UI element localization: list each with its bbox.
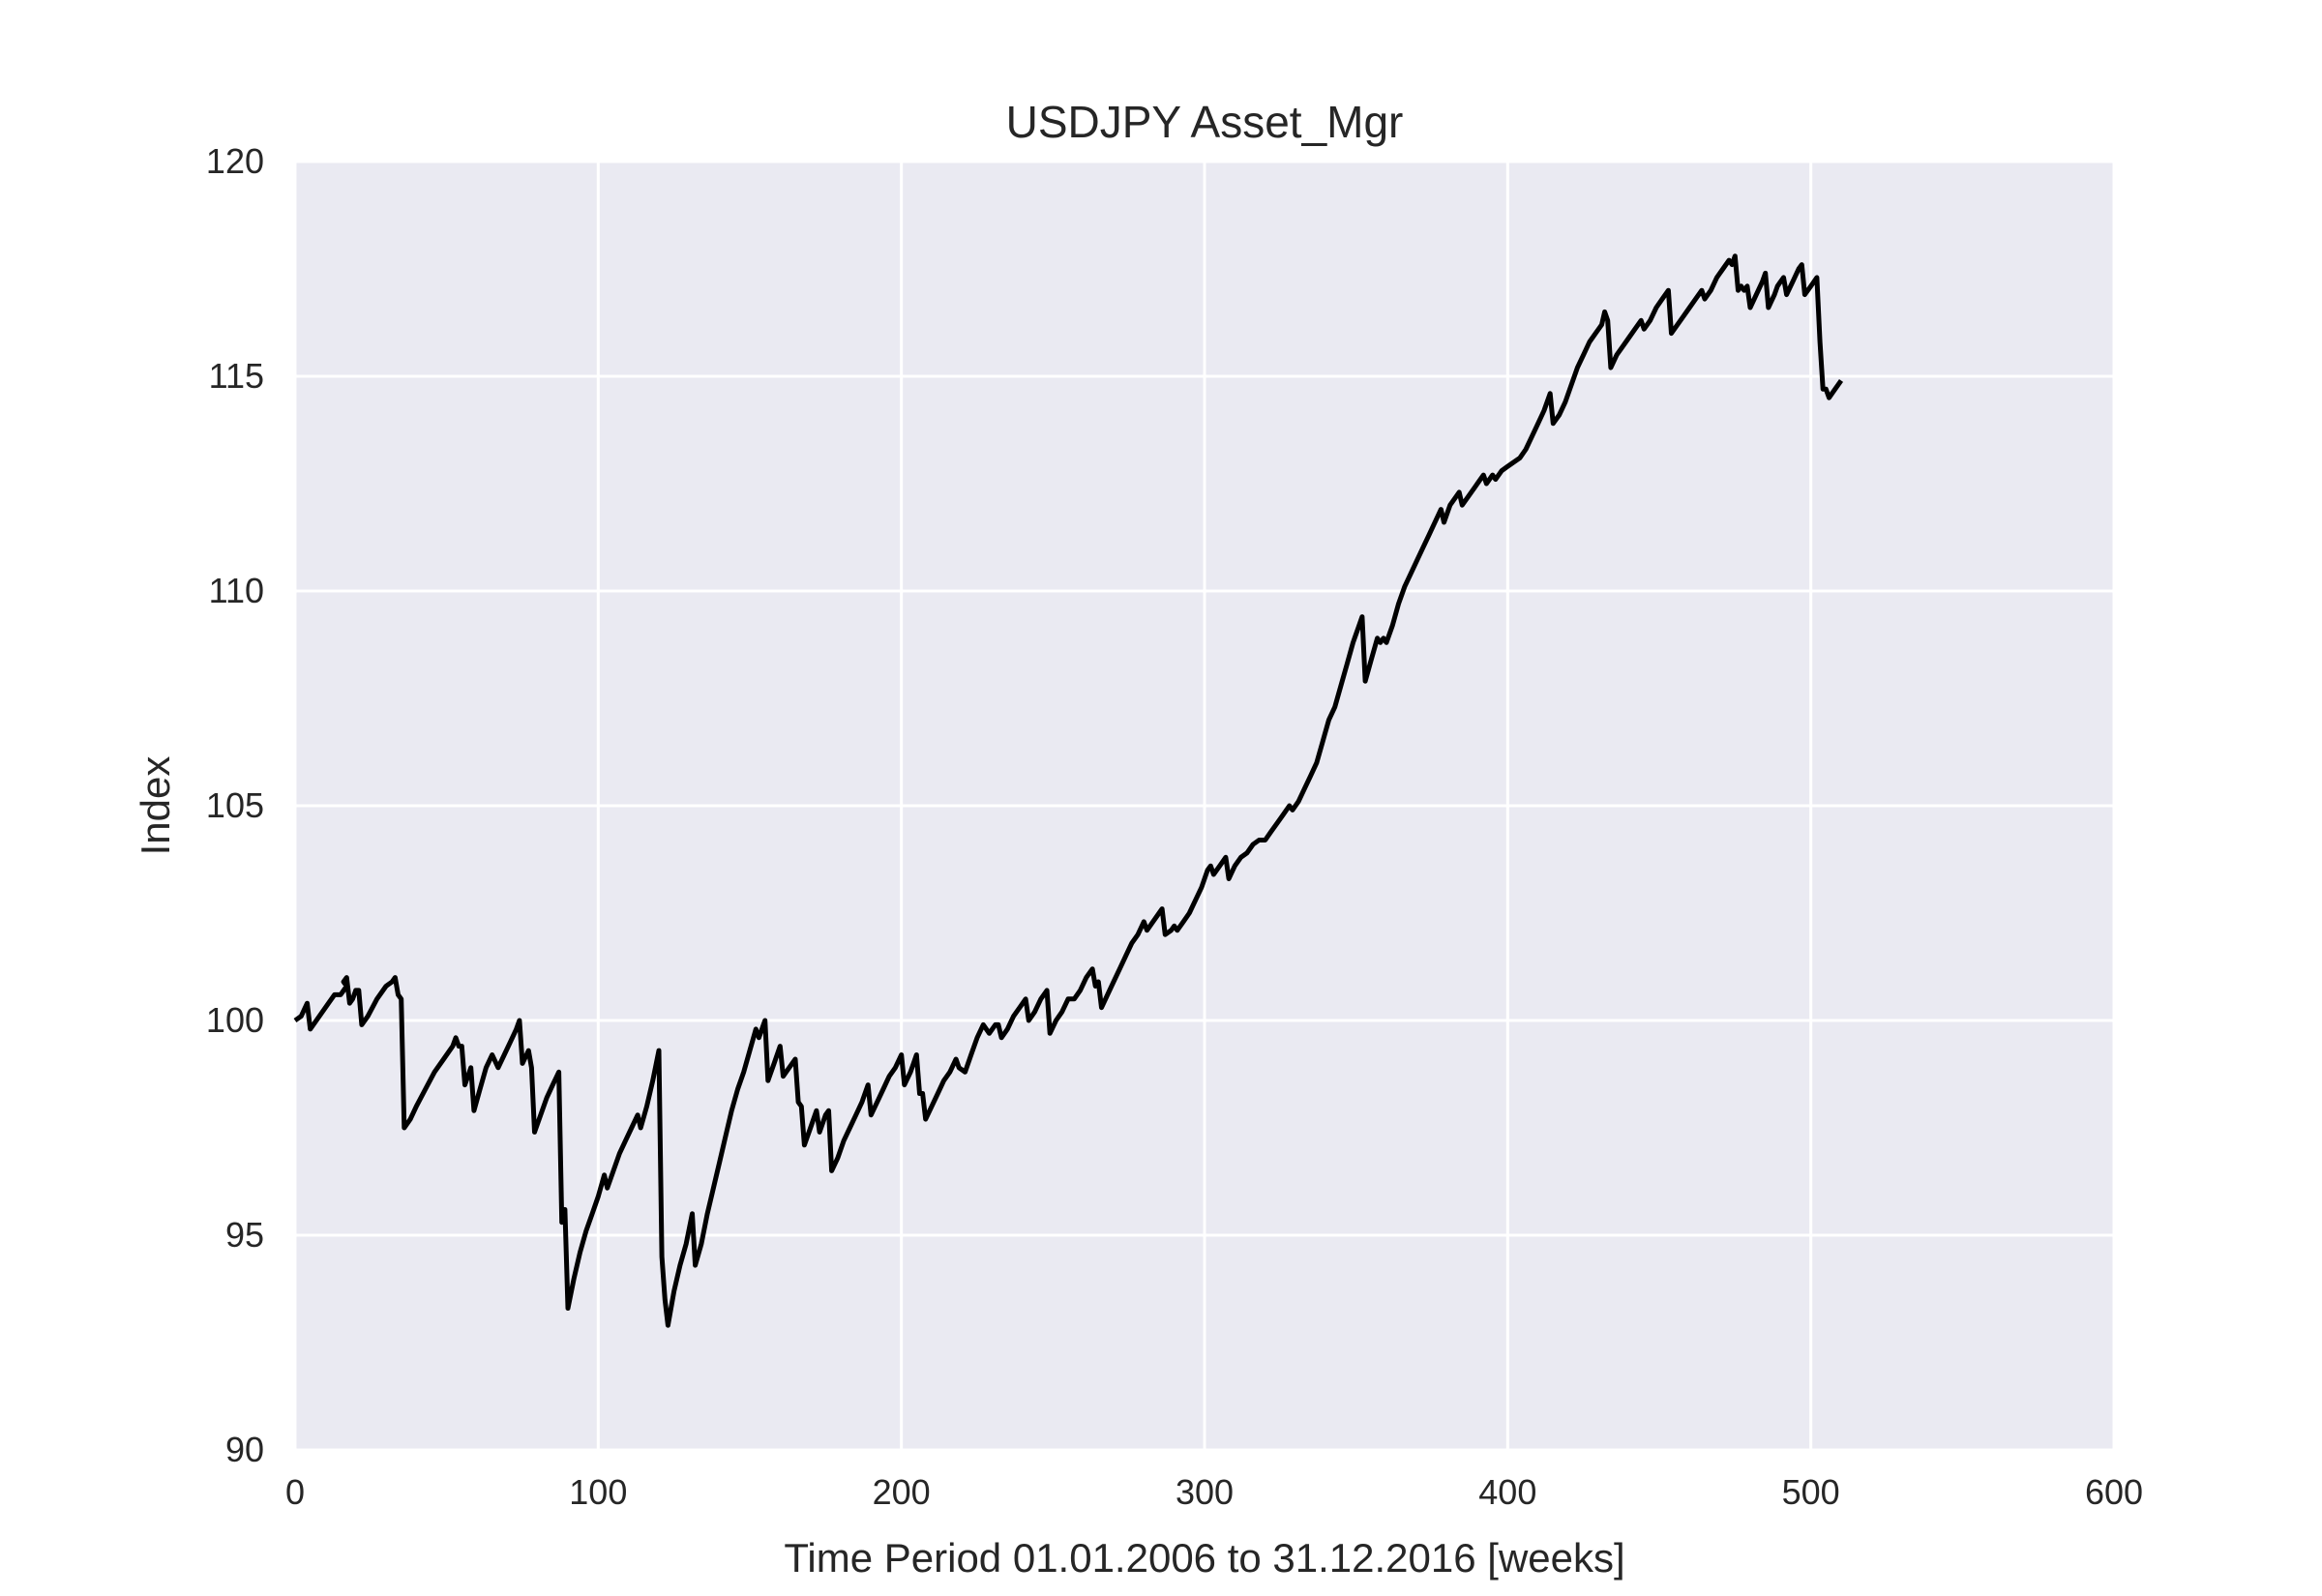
x-tick-label: 200 (873, 1472, 931, 1512)
series-group (293, 253, 1844, 1328)
y-tick-label: 95 (225, 1215, 264, 1255)
x-tick-label: 600 (2085, 1472, 2143, 1512)
x-axis-title: Time Period 01.01.2006 to 31.12.2016 [we… (784, 1535, 1624, 1581)
y-tick-label: 90 (225, 1430, 264, 1469)
y-tick-label: 105 (206, 785, 264, 825)
x-tick-label: 400 (1478, 1472, 1536, 1512)
y-axis-title: Index (133, 756, 178, 856)
x-tick-labels: 0 100 200 300 400 500 600 (285, 1472, 2143, 1512)
x-tick-label: 300 (1176, 1472, 1234, 1512)
y-tick-labels: 90 95 100 105 110 115 120 (206, 141, 264, 1469)
x-tick-label: 100 (569, 1472, 627, 1512)
x-tick-label: 500 (1782, 1472, 1840, 1512)
y-tick-label: 110 (209, 571, 264, 610)
grid-lines (293, 160, 2116, 1452)
y-tick-label: 100 (206, 1000, 264, 1040)
x-tick-label: 0 (285, 1472, 305, 1512)
y-tick-label: 120 (206, 141, 264, 181)
series-line (293, 253, 1844, 1328)
y-tick-label: 115 (209, 356, 264, 396)
chart-title: USDJPY Asset_Mgr (1006, 97, 1404, 147)
